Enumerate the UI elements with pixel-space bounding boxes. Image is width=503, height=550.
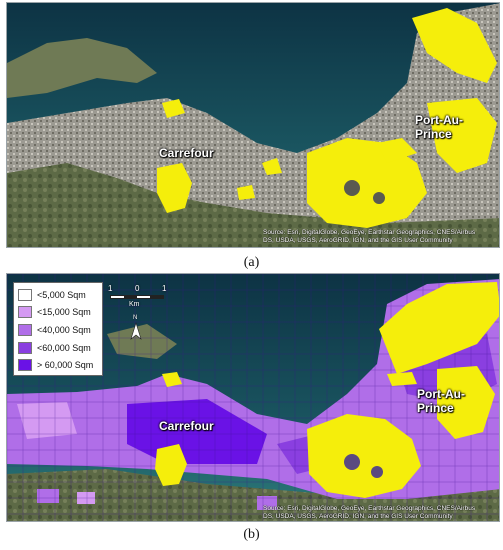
legend-swatch	[18, 359, 32, 372]
legend-item: <15,000 Sqm	[18, 304, 98, 322]
legend-label: <15,000 Sqm	[37, 307, 91, 318]
building-holes	[344, 454, 383, 478]
map-credit: Source: Esri, DigitalGlobe, GeoEye, Eart…	[263, 229, 475, 245]
city-label-port-au-prince: Port-Au-Prince	[417, 387, 465, 415]
legend-swatch	[18, 323, 32, 336]
legend-label: <40,000 Sqm	[37, 324, 91, 335]
map-credit: Source: Esri, DigitalGlobe, GeoEye, Eart…	[263, 505, 475, 521]
building-holes	[344, 180, 385, 204]
legend: <5,000 Sqm <15,000 Sqm <40,000 Sqm <60,0…	[13, 282, 103, 376]
scale-bar-graphic	[110, 295, 164, 299]
scale-label-middle: 0	[135, 284, 140, 293]
legend-label: > 60,000 Sqm	[37, 360, 94, 371]
map-panel-a: Carrefour Port-Au-Prince Source: Esri, D…	[6, 2, 500, 248]
map-panel-b: <5,000 Sqm <15,000 Sqm <40,000 Sqm <60,0…	[6, 273, 500, 522]
satellite-basemap-a	[7, 3, 499, 247]
southern-hills	[7, 163, 499, 247]
northwest-land	[7, 38, 157, 98]
legend-item: <60,000 Sqm	[18, 339, 98, 357]
north-label: N	[133, 315, 138, 321]
north-arrow-icon: N	[129, 315, 143, 341]
scale-unit: Km	[129, 301, 140, 308]
building-highlights	[155, 282, 499, 498]
legend-label: <5,000 Sqm	[37, 289, 86, 300]
legend-swatch	[18, 288, 32, 301]
caption-a: (a)	[243, 255, 260, 270]
legend-swatch	[18, 306, 32, 319]
building-highlights	[157, 8, 497, 228]
city-label-carrefour: Carrefour	[159, 146, 214, 160]
legend-swatch	[18, 341, 32, 354]
legend-item: > 60,000 Sqm	[18, 356, 98, 374]
scale-label-right: 1	[162, 284, 167, 293]
legend-item: <40,000 Sqm	[18, 321, 98, 339]
satellite-basemap-b	[7, 274, 499, 521]
credit-line-1: Source: Esri, DigitalGlobe, GeoEye, Eart…	[263, 229, 476, 236]
credit-line-1: Source: Esri, DigitalGlobe, GeoEye, Eart…	[263, 505, 476, 512]
city-label-port-au-prince: Port-Au-Prince	[415, 113, 463, 141]
credit-line-2: DS, USDA, USGS, AeroGRID, IGN, and the G…	[263, 513, 453, 520]
caption-b: (b)	[243, 527, 260, 542]
city-label-carrefour: Carrefour	[159, 419, 214, 433]
legend-item: <5,000 Sqm	[18, 286, 98, 304]
scale-label-left: 1	[108, 284, 113, 293]
scale-bar: 1 0 1 Km	[107, 284, 169, 312]
credit-line-2: DS, USDA, USGS, AeroGRID, IGN, and the G…	[263, 237, 453, 244]
legend-label: <60,000 Sqm	[37, 342, 91, 353]
